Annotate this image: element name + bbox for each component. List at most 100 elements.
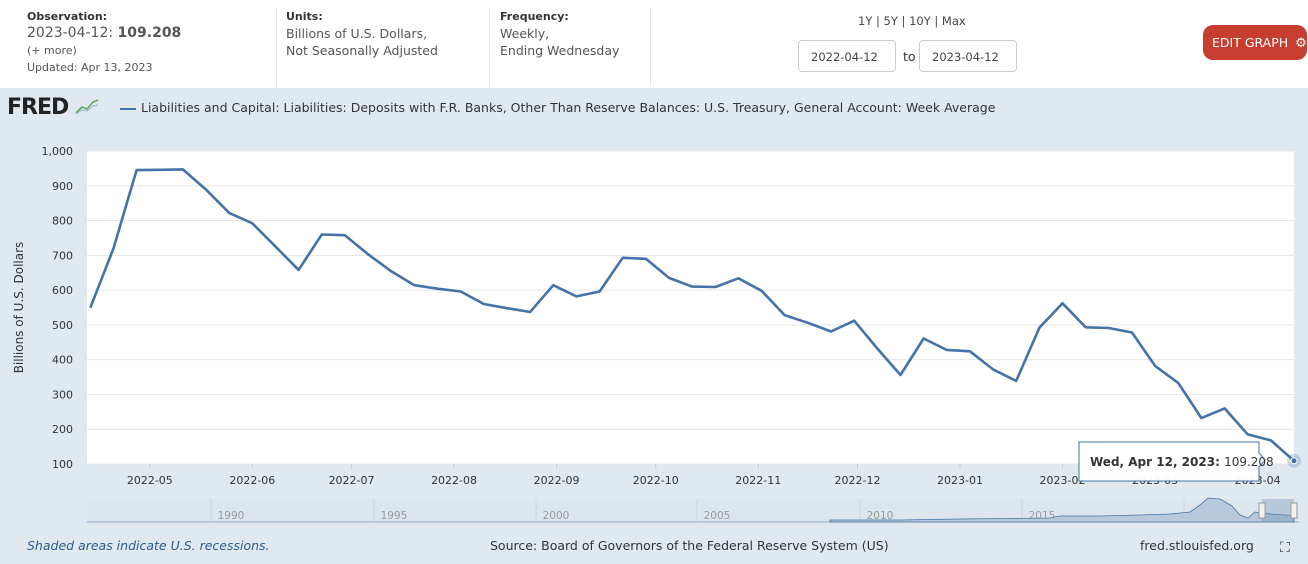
data-point[interactable] <box>736 276 740 280</box>
x-tick-label: 2022-09 <box>534 474 580 487</box>
plot-area <box>87 151 1294 464</box>
gear-icon: ⚙ <box>1295 36 1307 51</box>
series-line[interactable] <box>89 168 1295 462</box>
data-point[interactable] <box>181 167 185 171</box>
data-point[interactable] <box>968 349 972 353</box>
data-point[interactable] <box>690 285 694 289</box>
range-10y[interactable]: 10Y <box>909 14 931 28</box>
data-point[interactable] <box>1223 406 1227 410</box>
range-sep: | <box>876 14 880 28</box>
data-point[interactable] <box>991 367 995 371</box>
data-point[interactable] <box>436 287 440 291</box>
data-point[interactable] <box>343 233 347 237</box>
recession-note: Shaded areas indicate U.S. recessions. <box>27 538 270 553</box>
data-point[interactable] <box>204 188 208 192</box>
data-point[interactable] <box>783 313 787 317</box>
data-point[interactable] <box>273 245 277 249</box>
navigator-year-label: 1990 <box>218 510 245 522</box>
fullscreen-icon[interactable]: ⛶ <box>1280 540 1290 556</box>
navigator-track[interactable] <box>87 499 1299 522</box>
range-1y[interactable]: 1Y <box>858 14 873 28</box>
data-point[interactable] <box>713 285 717 289</box>
data-point[interactable] <box>1130 331 1134 335</box>
data-point[interactable] <box>806 321 810 325</box>
data-point[interactable] <box>760 289 764 293</box>
updated-date: Updated: Apr 13, 2023 <box>27 61 153 74</box>
range-5y[interactable]: 5Y <box>883 14 898 28</box>
tooltip-box <box>1078 441 1266 482</box>
data-point[interactable] <box>574 294 578 298</box>
data-point[interactable] <box>875 347 879 351</box>
data-point[interactable] <box>1199 416 1203 420</box>
data-point[interactable] <box>898 373 902 377</box>
y-tick-label: 200 <box>52 423 73 436</box>
data-point[interactable] <box>320 232 324 236</box>
data-point[interactable] <box>412 283 416 287</box>
data-point[interactable] <box>505 306 509 310</box>
navigator-year-label: 1995 <box>381 510 408 522</box>
divider <box>650 8 651 86</box>
y-tick-label: 900 <box>52 180 73 193</box>
y-tick-label: 400 <box>52 354 73 367</box>
data-point[interactable] <box>829 329 833 333</box>
y-axis-title: Billions of U.S. Dollars <box>12 242 26 374</box>
data-point[interactable] <box>1061 301 1065 305</box>
data-point[interactable] <box>1246 432 1250 436</box>
data-point[interactable] <box>621 256 625 260</box>
site-url[interactable]: fred.stlouisfed.org <box>1140 538 1254 553</box>
frequency-block: Frequency: Weekly, Ending Wednesday <box>500 8 619 59</box>
data-point[interactable] <box>1014 379 1018 383</box>
data-point[interactable] <box>250 221 254 225</box>
data-point[interactable] <box>88 306 92 310</box>
units-line1: Billions of U.S. Dollars, <box>286 26 428 41</box>
range-max[interactable]: Max <box>941 14 966 28</box>
data-point[interactable] <box>366 252 370 256</box>
tooltip-value: 109.208 <box>1224 455 1274 469</box>
more-link[interactable]: (+ more) <box>27 44 77 57</box>
x-tick-label: 2022-07 <box>329 474 375 487</box>
legend-swatch <box>120 107 136 110</box>
data-point[interactable] <box>1176 381 1180 385</box>
source-text: Source: Board of Governors of the Federa… <box>490 538 889 553</box>
data-point[interactable] <box>551 283 555 287</box>
data-point[interactable] <box>482 302 486 306</box>
data-point[interactable] <box>297 268 301 272</box>
data-point[interactable] <box>227 211 231 215</box>
units-label: Units: <box>286 10 323 23</box>
data-point[interactable] <box>667 276 671 280</box>
end-date-input[interactable]: 2023-04-12 <box>919 40 1017 72</box>
data-point[interactable] <box>922 336 926 340</box>
legend[interactable]: Liabilities and Capital: Liabilities: De… <box>120 100 995 115</box>
data-point[interactable] <box>135 168 139 172</box>
navigator-selection[interactable] <box>1262 499 1294 522</box>
hover-point[interactable] <box>1290 457 1298 465</box>
units-block: Units: Billions of U.S. Dollars, Not Sea… <box>286 8 438 59</box>
navigator-handle-right[interactable] <box>1290 502 1298 519</box>
data-point[interactable] <box>945 348 949 352</box>
observation-date: 2023-04-12: <box>27 25 114 41</box>
data-point[interactable] <box>1269 438 1273 442</box>
observation-readout: 2023-04-12: 109.208 <box>27 25 181 42</box>
start-date-input[interactable]: 2022-04-12 <box>798 40 896 72</box>
navigator-handle-left[interactable] <box>1258 502 1266 519</box>
data-point[interactable] <box>1107 326 1111 330</box>
frequency-line2: Ending Wednesday <box>500 43 620 58</box>
data-point[interactable] <box>459 290 463 294</box>
data-point[interactable] <box>389 269 393 273</box>
x-tick-label: 2023-01 <box>937 474 983 487</box>
divider <box>276 8 277 86</box>
fred-logo-text: FRED <box>7 95 69 120</box>
data-point[interactable] <box>1153 364 1157 368</box>
observation-label: Observation: <box>27 10 108 23</box>
data-point[interactable] <box>528 310 532 314</box>
navigator-year-label: 2000 <box>543 510 570 522</box>
data-point[interactable] <box>1084 325 1088 329</box>
x-tick-label: 2022-08 <box>431 474 477 487</box>
data-point[interactable] <box>1037 326 1041 330</box>
edit-graph-button[interactable]: EDIT GRAPH ⚙ <box>1203 25 1307 60</box>
data-point[interactable] <box>644 257 648 261</box>
data-point[interactable] <box>158 168 162 172</box>
data-point[interactable] <box>598 290 602 294</box>
data-point[interactable] <box>852 319 856 323</box>
data-point[interactable] <box>111 246 115 250</box>
